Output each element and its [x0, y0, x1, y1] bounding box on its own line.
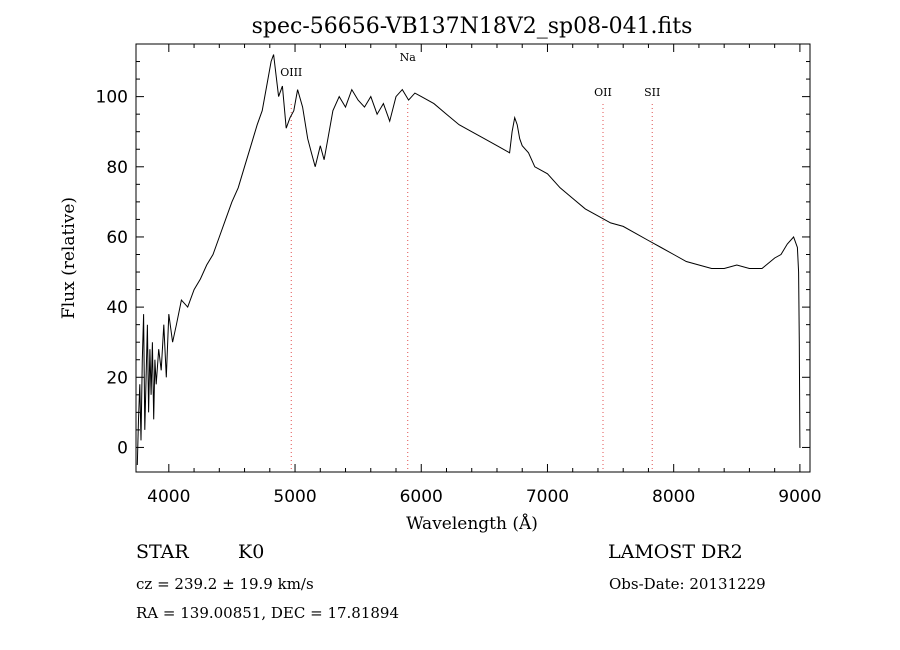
spectral-subclass: K0: [238, 541, 265, 563]
spectral-line-label: SII: [644, 86, 660, 99]
plot-border: [135, 43, 811, 473]
spectral-line-label: Na: [400, 51, 417, 64]
y-tick-label: 40: [106, 298, 128, 318]
redshift-velocity: cz = 239.2 ± 19.9 km/s: [136, 575, 314, 593]
x-tick-label: 5000: [273, 487, 316, 507]
y-tick-label: 100: [96, 88, 128, 108]
y-tick-label: 60: [106, 228, 128, 248]
plot-area: [135, 43, 811, 473]
object-class: STAR: [136, 541, 189, 563]
spectral-line-markers: OIII Na OII SII: [280, 51, 660, 472]
x-tick-label: 8000: [652, 487, 695, 507]
x-tick-label: 4000: [147, 487, 190, 507]
y-tick-label: 20: [106, 368, 128, 388]
series-layer: [136, 54, 801, 466]
x-axis-label: Wavelength (Å): [406, 513, 538, 534]
x-tick-label: 9000: [778, 487, 821, 507]
y-tick-label: 0: [117, 438, 128, 458]
survey-name: LAMOST DR2: [608, 541, 743, 563]
y-axis-label: Flux (relative): [59, 197, 79, 319]
x-tick-label: 6000: [400, 487, 443, 507]
spectral-line-label: OII: [594, 86, 612, 99]
spectral-line-label: OIII: [280, 66, 302, 79]
sky-coordinates: RA = 139.00851, DEC = 17.81894: [136, 604, 400, 622]
axis-ticks: 4000 5000 6000 7000 8000 9000 0 20 40 60 80 100: [96, 44, 822, 507]
chart-title: spec-56656-VB137N18V2_sp08-041.fits: [252, 14, 693, 39]
x-tick-label: 7000: [526, 487, 569, 507]
y-tick-label: 80: [106, 158, 128, 178]
observation-date: Obs-Date: 20131229: [609, 575, 766, 593]
spectrum-line: [136, 54, 801, 466]
